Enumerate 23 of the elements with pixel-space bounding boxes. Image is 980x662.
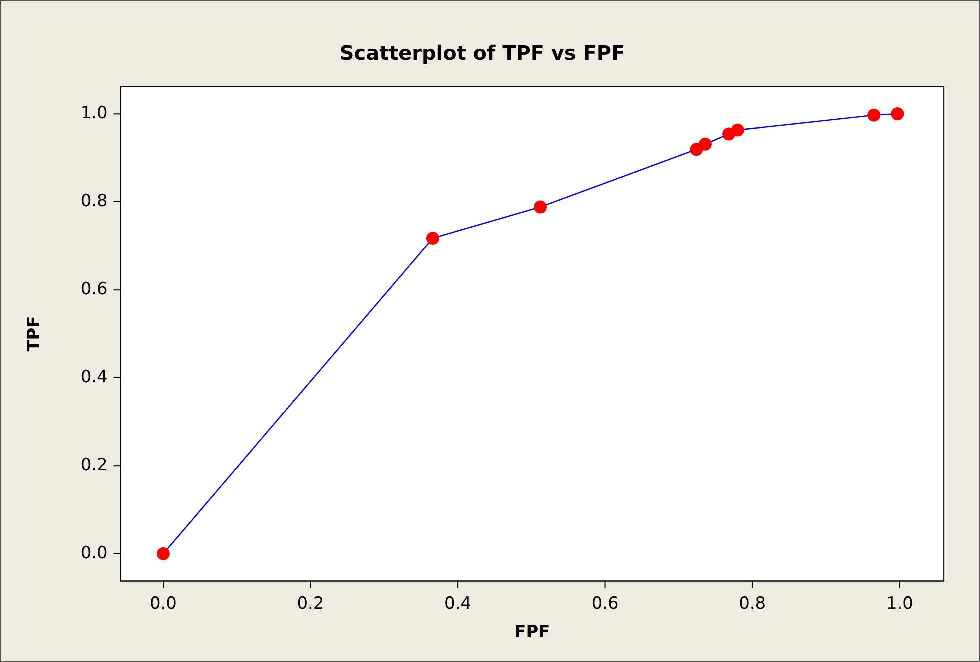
y-axis-title: TPF — [24, 316, 44, 352]
x-tick-label: 0.4 — [444, 592, 472, 613]
x-tick-label: 0.6 — [592, 592, 619, 613]
x-tick-label: 1.0 — [886, 592, 914, 613]
point — [731, 124, 744, 137]
y-tick-label: 0.6 — [80, 278, 108, 298]
point — [426, 232, 440, 246]
x-tick-label: 0.2 — [297, 592, 324, 613]
x-axis-title: FPF — [514, 621, 550, 642]
chart-title: Scatterplot of TPF vs FPF — [340, 41, 626, 66]
point — [891, 108, 904, 120]
x-tick-label: 0.0 — [150, 592, 177, 613]
x-tick-label: 0.8 — [739, 592, 766, 613]
y-tick-label: 0.4 — [80, 366, 108, 386]
point — [534, 200, 547, 214]
point — [156, 547, 170, 560]
y-tick-label: 0.0 — [80, 542, 108, 562]
y-tick-label: 0.8 — [80, 190, 108, 210]
y-tick-label: 1.0 — [80, 102, 108, 122]
y-tick-label: 0.2 — [80, 454, 108, 474]
point — [690, 143, 704, 156]
point — [698, 138, 712, 151]
point — [868, 108, 881, 122]
